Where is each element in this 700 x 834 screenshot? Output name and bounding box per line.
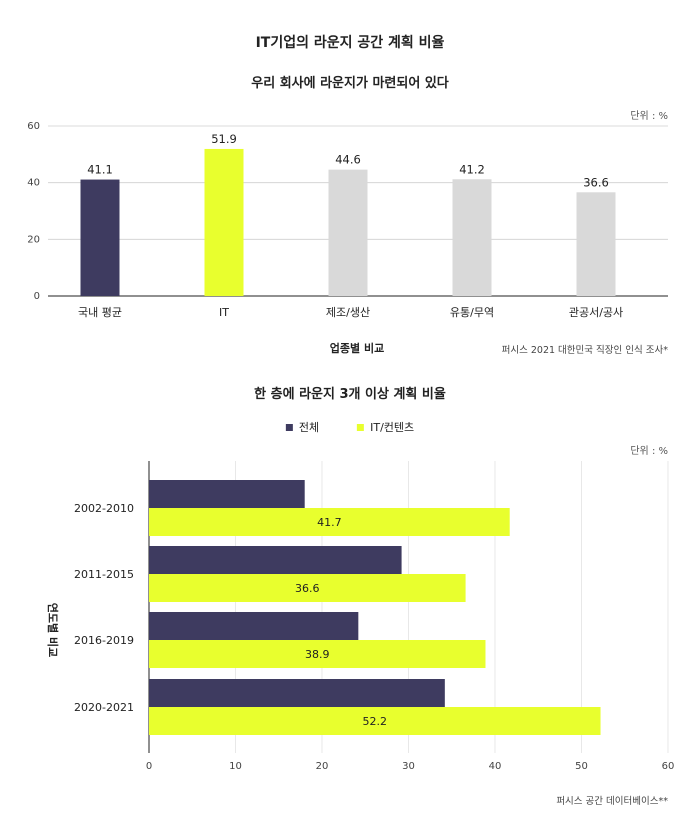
chart1-bar bbox=[204, 148, 244, 296]
chart2-plot: 0 10 20 30 40 50 60 41.7 2002-2010 36.6 2011-2015 3… bbox=[74, 461, 675, 772]
chart1-x-tick-label: 제조/생산 bbox=[326, 306, 370, 319]
chart1-y-tick-label: 0 bbox=[34, 291, 40, 302]
chart1-y-tick-label: 20 bbox=[27, 234, 40, 245]
chart1-data-label: 41.2 bbox=[459, 162, 485, 176]
chart2-unit-label: 단위 : % bbox=[630, 446, 668, 457]
chart2-data-label: 36.6 bbox=[295, 582, 320, 595]
chart1-x-tick-label: IT bbox=[219, 306, 229, 319]
chart1-data-label: 44.6 bbox=[335, 153, 361, 167]
chart2-x-tick-label: 30 bbox=[402, 761, 415, 772]
chart2-y-tick-label: 2016-2019 bbox=[74, 634, 134, 647]
chart2-data-label: 38.9 bbox=[305, 648, 330, 661]
chart1-source: 퍼시스 2021 대한민국 직장인 인식 조사* bbox=[501, 345, 668, 356]
chart1-unit-label: 단위 : % bbox=[630, 111, 668, 122]
chart2-bar-total bbox=[149, 480, 305, 508]
chart2-y-tick-label: 2011-2015 bbox=[74, 568, 134, 581]
chart1-bar bbox=[80, 179, 120, 296]
chart2-data-label: 52.2 bbox=[363, 715, 388, 728]
chart1-y-tick-label: 40 bbox=[27, 178, 40, 189]
chart2-title: 한 층에 라운지 3개 이상 계획 비율 bbox=[254, 387, 446, 402]
chart1-data-label: 41.1 bbox=[87, 163, 113, 177]
chart2-data-label: 41.7 bbox=[317, 516, 342, 529]
chart2-bar-total bbox=[149, 612, 359, 640]
chart2-y-tick-label: 2002-2010 bbox=[74, 502, 134, 515]
chart2-y-axis-title: 연도별 비교 bbox=[46, 602, 60, 658]
chart2-source: 퍼시스 공간 데이터베이스** bbox=[556, 796, 668, 807]
chart2-x-tick-label: 60 bbox=[662, 761, 675, 772]
chart2-bar-total bbox=[149, 546, 402, 574]
legend-label-it: IT/컨텐츠 bbox=[370, 421, 415, 434]
chart1-x-tick-label: 국내 평균 bbox=[78, 306, 122, 319]
chart1-x-tick-label: 유통/무역 bbox=[450, 306, 494, 319]
chart1-y-tick-label: 60 bbox=[27, 121, 40, 132]
chart1-plot: 0 20 40 60 41.1 국내 평균 51.9 IT 44.6 제조/생산 41.2 유통/무역… bbox=[27, 121, 668, 319]
chart2-x-tick-label: 0 bbox=[146, 761, 152, 772]
chart2-bar-it bbox=[149, 640, 486, 668]
chart2-legend: 전체 IT/컨텐츠 bbox=[285, 419, 415, 435]
chart1-title: 우리 회사에 라운지가 마련되어 있다 bbox=[251, 76, 449, 91]
legend-label-total: 전체 bbox=[298, 421, 320, 434]
chart2-y-tick-label: 2020-2021 bbox=[74, 701, 134, 714]
chart2-x-tick-label: 50 bbox=[575, 761, 588, 772]
chart2-x-tick-label: 10 bbox=[229, 761, 242, 772]
chart2-bar-it bbox=[149, 707, 601, 735]
chart1-data-label: 36.6 bbox=[583, 175, 609, 189]
chart2-bar-it bbox=[149, 574, 466, 602]
chart2-bar-total bbox=[149, 679, 445, 707]
chart1-x-axis-title: 업종별 비교 bbox=[329, 342, 385, 355]
chart1-bar bbox=[576, 192, 616, 296]
chart2-x-tick-label: 40 bbox=[489, 761, 502, 772]
chart1-bar bbox=[452, 179, 492, 296]
chart1-data-label: 51.9 bbox=[211, 132, 237, 146]
chart1-x-tick-label: 관공서/공사 bbox=[569, 306, 623, 319]
chart2-bar-it bbox=[149, 508, 510, 536]
chart1-bar bbox=[328, 169, 368, 296]
legend-swatch-total bbox=[285, 423, 293, 431]
legend-swatch-it bbox=[357, 423, 365, 431]
chart2-x-tick-label: 20 bbox=[316, 761, 329, 772]
page-title: IT기업의 라운지 공간 계획 비율 bbox=[255, 35, 445, 51]
